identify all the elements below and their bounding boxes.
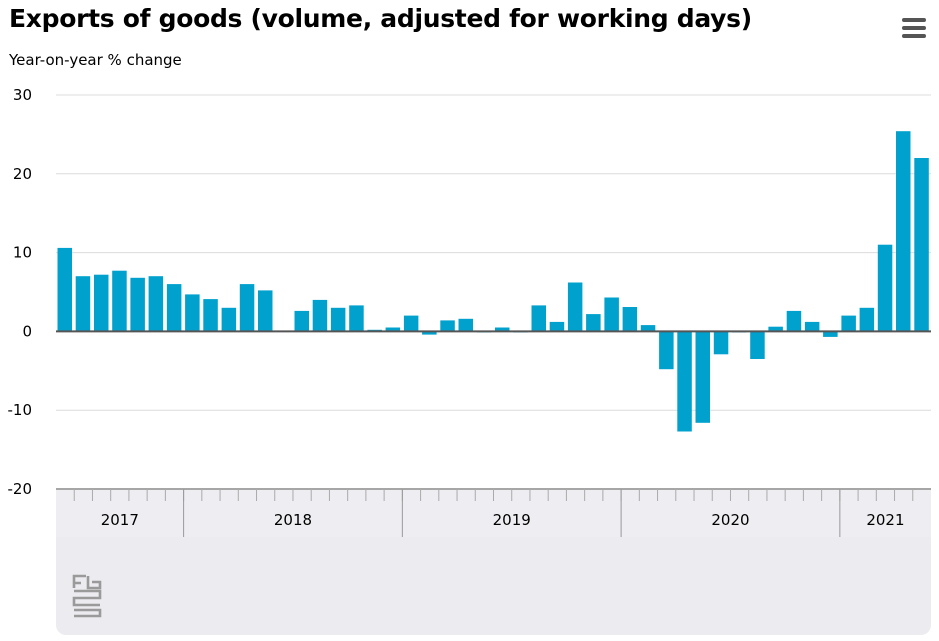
y-tick-label: -10 bbox=[8, 401, 33, 419]
bar[interactable] bbox=[349, 305, 364, 332]
bar[interactable] bbox=[239, 284, 255, 332]
cbs-logo-icon bbox=[72, 574, 102, 618]
bar[interactable] bbox=[841, 315, 856, 332]
y-axis-ticks: 30 20 10 0 -10 -20 bbox=[8, 86, 33, 498]
menu-line bbox=[902, 34, 926, 38]
chart-title: Exports of goods (volume, adjusted for w… bbox=[9, 4, 752, 33]
bar[interactable] bbox=[458, 318, 474, 332]
bar[interactable] bbox=[677, 331, 692, 432]
x-year-label: 2017 bbox=[101, 511, 139, 529]
x-year-label: 2018 bbox=[274, 511, 312, 529]
bar[interactable] bbox=[604, 297, 619, 332]
bar[interactable] bbox=[659, 331, 674, 370]
bar[interactable] bbox=[112, 270, 127, 332]
bar[interactable] bbox=[877, 244, 893, 332]
x-axis: 2017 2018 2019 2020 2021 bbox=[56, 489, 931, 537]
bar[interactable] bbox=[57, 247, 73, 332]
bar[interactable] bbox=[166, 284, 182, 332]
bar[interactable] bbox=[531, 305, 547, 332]
bar[interactable] bbox=[750, 331, 765, 359]
bar[interactable] bbox=[312, 299, 328, 332]
y-tick-label: 20 bbox=[13, 165, 32, 183]
bar[interactable] bbox=[622, 307, 638, 332]
bar[interactable] bbox=[94, 274, 109, 332]
bar[interactable] bbox=[258, 290, 273, 332]
chart-subtitle: Year-on-year % change bbox=[9, 51, 182, 69]
bar[interactable] bbox=[203, 299, 218, 332]
bar[interactable] bbox=[422, 331, 437, 335]
bar[interactable] bbox=[768, 326, 783, 332]
y-tick-label: 30 bbox=[13, 86, 32, 104]
bar[interactable] bbox=[713, 331, 729, 355]
menu-line bbox=[902, 26, 926, 30]
bar[interactable] bbox=[330, 307, 346, 332]
x-year-label: 2019 bbox=[493, 511, 531, 529]
chart-footer bbox=[56, 537, 931, 635]
y-tick-label: 0 bbox=[22, 322, 32, 340]
menu-line bbox=[902, 18, 926, 22]
bar[interactable] bbox=[640, 325, 656, 332]
x-year-label: 2021 bbox=[866, 511, 904, 529]
hamburger-menu-icon[interactable] bbox=[897, 12, 931, 46]
y-tick-label: -20 bbox=[8, 480, 33, 498]
bar[interactable] bbox=[695, 331, 711, 423]
bar[interactable] bbox=[185, 294, 200, 332]
bar[interactable] bbox=[586, 314, 601, 332]
bar[interactable] bbox=[896, 131, 911, 332]
gridlines bbox=[56, 94, 931, 411]
bar[interactable] bbox=[294, 310, 310, 332]
bar[interactable] bbox=[914, 158, 929, 332]
bar[interactable] bbox=[859, 307, 875, 332]
bar[interactable] bbox=[549, 321, 565, 332]
bar[interactable] bbox=[75, 276, 91, 332]
bar[interactable] bbox=[495, 327, 510, 332]
bar[interactable] bbox=[786, 310, 802, 332]
bar[interactable] bbox=[148, 276, 164, 332]
bar[interactable] bbox=[130, 277, 145, 332]
bar[interactable] bbox=[567, 282, 583, 332]
x-year-label: 2020 bbox=[711, 511, 749, 529]
bar[interactable] bbox=[221, 307, 237, 332]
bar[interactable] bbox=[385, 327, 401, 332]
bar[interactable] bbox=[403, 315, 419, 332]
bar[interactable] bbox=[804, 321, 820, 332]
y-tick-label: 10 bbox=[13, 244, 32, 262]
bar[interactable] bbox=[440, 320, 455, 332]
bars bbox=[57, 131, 929, 432]
bar[interactable] bbox=[823, 331, 838, 337]
